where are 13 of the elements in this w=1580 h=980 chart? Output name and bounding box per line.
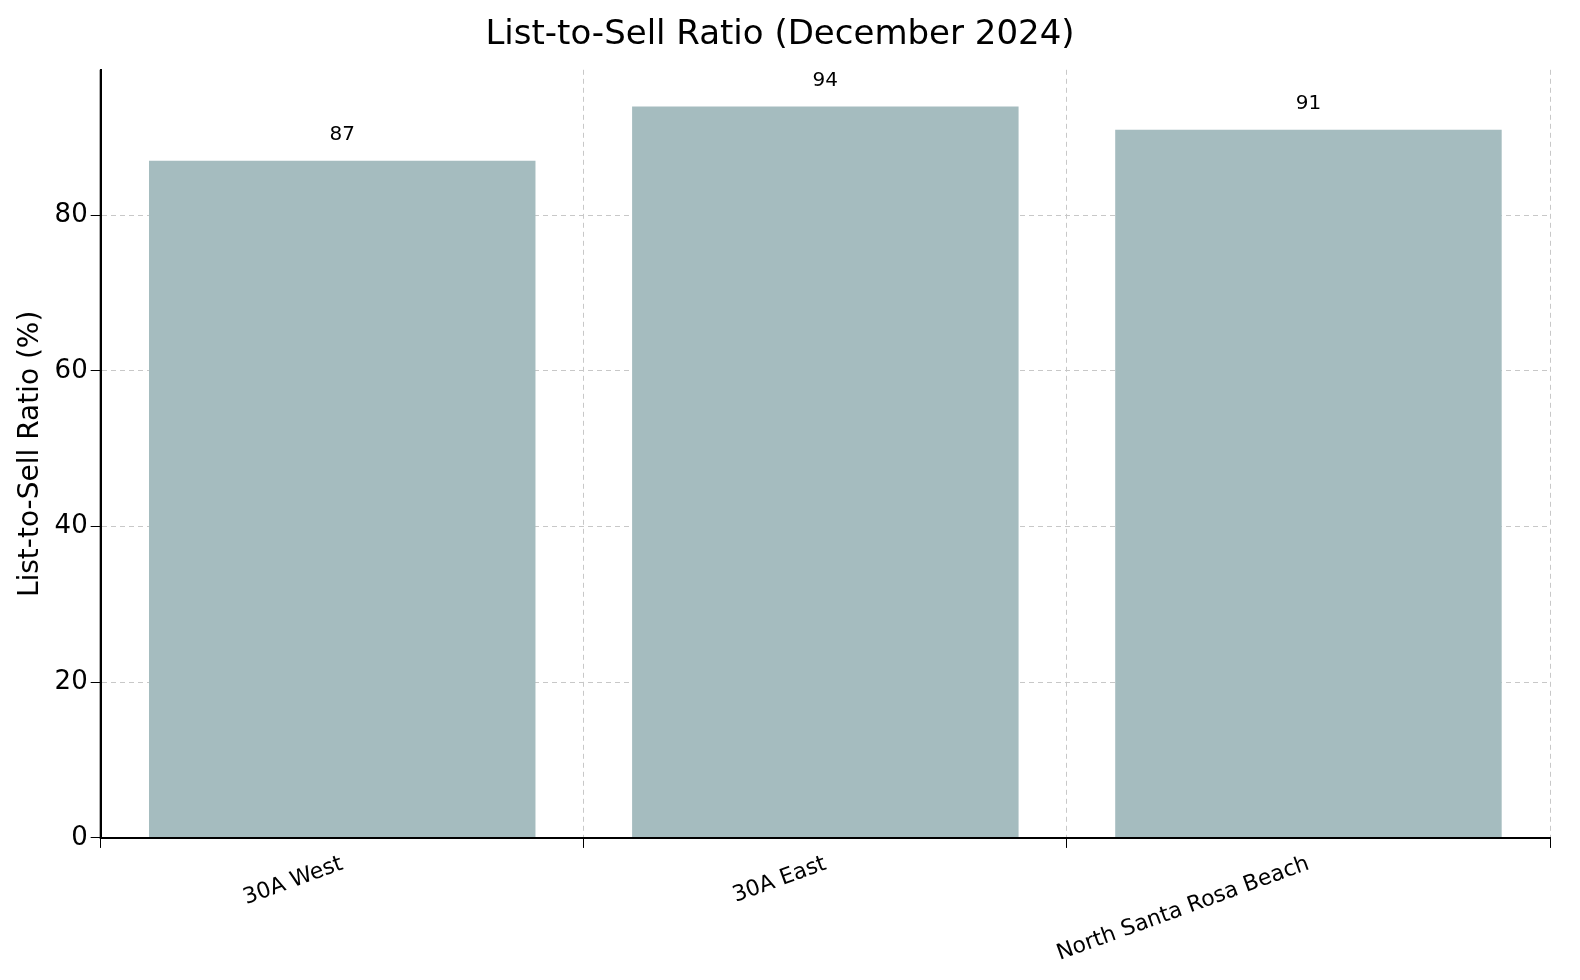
y-tick-label: 40 [54, 509, 88, 540]
data-label: 94 [812, 66, 839, 91]
y-tick-label: 80 [54, 198, 88, 229]
chart-title: List-to-Sell Ratio (December 2024) [485, 12, 1075, 53]
y-axis-title: List-to-Sell Ratio (%) [12, 310, 46, 598]
y-tick-label: 20 [54, 665, 88, 696]
x-tick-label: 30A West [239, 849, 347, 910]
x-tick-label: North Santa Rosa Beach [1052, 849, 1313, 965]
data-label: 87 [329, 121, 355, 146]
x-tick-label: 30A East [728, 849, 830, 907]
y-tick-label: 0 [71, 820, 88, 851]
y-tick-label: 60 [54, 353, 88, 384]
data-label: 91 [1295, 89, 1322, 114]
